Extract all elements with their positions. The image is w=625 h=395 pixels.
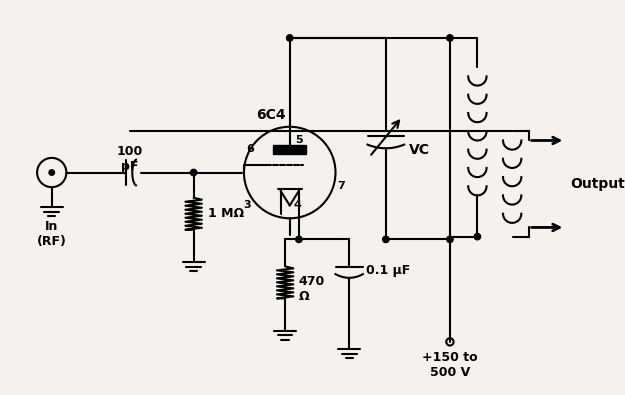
Bar xyxy=(273,145,306,154)
Text: 3: 3 xyxy=(244,200,251,210)
Text: Output: Output xyxy=(570,177,624,191)
Text: VC: VC xyxy=(409,143,430,157)
Text: 0.1 μF: 0.1 μF xyxy=(366,264,410,277)
Text: In
(RF): In (RF) xyxy=(37,220,67,248)
Circle shape xyxy=(286,35,293,41)
Text: 6C4: 6C4 xyxy=(257,109,286,122)
Text: 470
Ω: 470 Ω xyxy=(299,275,325,303)
Circle shape xyxy=(447,35,453,41)
Text: 5: 5 xyxy=(295,135,303,145)
Circle shape xyxy=(296,236,302,243)
Text: 100
pF: 100 pF xyxy=(116,145,142,173)
Text: 4: 4 xyxy=(293,200,301,210)
Circle shape xyxy=(382,236,389,243)
Text: +150 to
500 V: +150 to 500 V xyxy=(422,351,478,379)
Text: 1 MΩ: 1 MΩ xyxy=(208,207,244,220)
Text: 7: 7 xyxy=(338,181,345,191)
Circle shape xyxy=(447,236,453,243)
Circle shape xyxy=(191,169,197,176)
Text: 6: 6 xyxy=(246,144,254,154)
Circle shape xyxy=(474,233,481,240)
Circle shape xyxy=(49,170,54,175)
